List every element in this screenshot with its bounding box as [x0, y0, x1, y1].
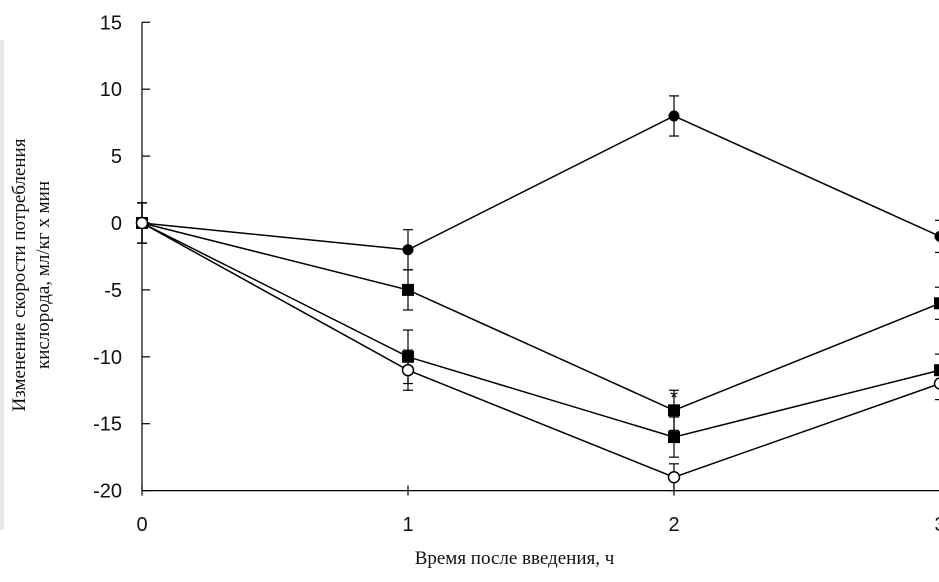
data-point-open-circle — [933, 377, 939, 390]
series-line — [141, 115, 939, 251]
data-point-open-circle — [135, 216, 149, 230]
axis-ticks: 15 10 5 0 -5 -10 -15 -20 0 1 2 3 — [93, 12, 939, 536]
y-axis-label-line-2: кислорода, мл/кг х мин — [33, 180, 54, 370]
annotation-layer: * — [670, 387, 678, 409]
chart-axes — [141, 22, 939, 492]
y-tick-label: 0 — [111, 213, 122, 235]
data-point-square — [934, 297, 939, 310]
y-tick-label: 15 — [100, 12, 122, 34]
y-tick-label: 5 — [111, 146, 122, 168]
data-point-circle — [668, 110, 680, 122]
x-tick-label: 3 — [934, 514, 939, 536]
data-point-circle — [934, 230, 939, 242]
data-point-square — [934, 364, 939, 377]
x-tick-label: 2 — [668, 514, 679, 536]
y-tick-label: 10 — [100, 79, 122, 101]
data-point-square — [668, 431, 680, 444]
y-tick-label: -15 — [93, 414, 122, 436]
significance-asterisk: * — [670, 387, 678, 409]
series-line — [141, 222, 939, 479]
data-point-square — [668, 404, 680, 417]
data-point-circle — [402, 244, 414, 256]
x-axis-label: Время после введения, ч — [414, 548, 615, 569]
y-tick-label: -10 — [93, 347, 122, 369]
x-tick-label: 0 — [136, 514, 147, 536]
data-point-open-circle — [667, 470, 681, 484]
y-tick-label: -5 — [104, 280, 122, 302]
y-axis-label-line-1: Изменение скорости потребления — [9, 138, 30, 412]
series-line — [141, 222, 939, 438]
series-3 — [136, 202, 939, 458]
series-line — [141, 222, 939, 412]
series-4 — [135, 202, 939, 492]
series-1 — [136, 95, 939, 271]
data-point-open-circle — [401, 363, 415, 377]
series-layer — [135, 95, 939, 492]
y-tick-label: -20 — [93, 481, 122, 503]
data-point-square — [402, 283, 414, 296]
x-tick-label: 1 — [402, 514, 413, 536]
y-axis-label: Изменение скорости потребления кислорода… — [8, 139, 56, 412]
left-edge-strip — [0, 40, 4, 530]
